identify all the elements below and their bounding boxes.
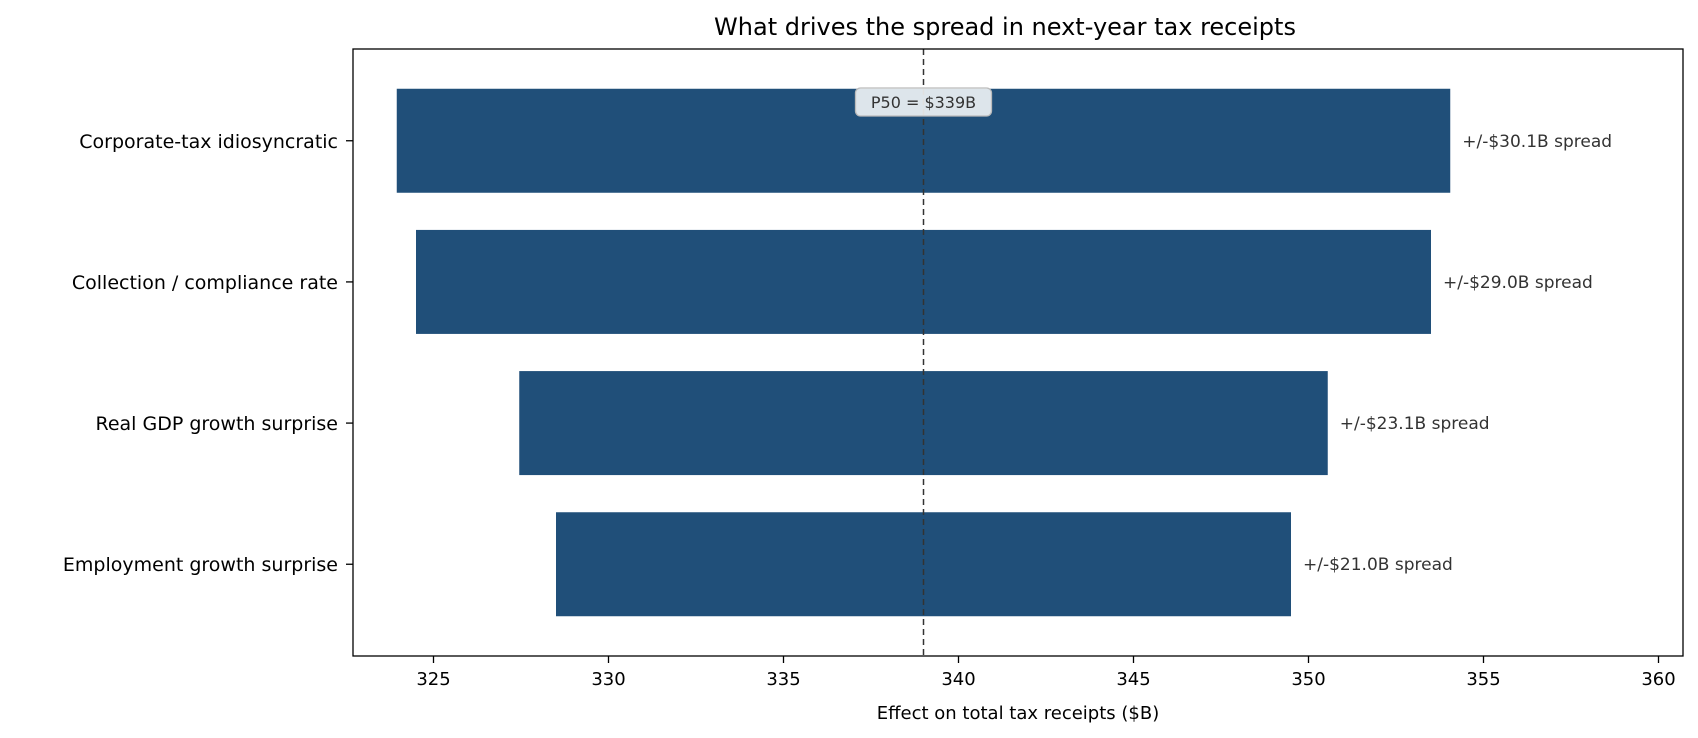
plot-frame (352, 48, 1684, 657)
category-label-1: Corporate-tax idiosyncratic (79, 131, 338, 153)
x-tick-label-3: 335 (766, 669, 800, 690)
x-tick-label-8: 360 (1641, 669, 1675, 690)
x-tick-label-2: 330 (591, 669, 625, 690)
x-tick-label-4: 340 (941, 669, 975, 690)
data-label-1: +/-$30.1B spread (1462, 132, 1612, 152)
x-ticks-group: 325 330 335 340 345 350 355 360 (416, 656, 1676, 690)
category-label-3: Real GDP growth surprise (96, 413, 339, 435)
chart-title: What drives the spread in next-year tax … (714, 13, 1296, 41)
p50-label-box (854, 87, 993, 117)
x-tick-label-7: 355 (1466, 669, 1500, 690)
x-tick-label-6: 350 (1291, 669, 1325, 690)
data-label-3: +/-$23.1B spread (1340, 414, 1490, 434)
category-label-4: Employment growth surprise (63, 554, 338, 576)
p50-label: P50 = $339B (871, 93, 976, 112)
data-label-2: +/-$29.0B spread (1443, 273, 1593, 293)
data-labels-group: +/-$30.1B spread +/-$29.0B spread +/-$23.1… (1303, 132, 1612, 575)
reference-line-group: P50 = $339B (854, 49, 993, 656)
x-tick-label-5: 345 (1116, 669, 1150, 690)
category-labels-group: Corporate-tax idiosyncratic Collection / … (63, 131, 353, 576)
data-label-4: +/-$21.0B spread (1303, 555, 1453, 575)
category-label-2: Collection / compliance rate (72, 272, 338, 294)
x-tick-label-1: 325 (416, 669, 450, 690)
x-axis-label: Effect on total tax receipts ($B) (877, 703, 1160, 724)
